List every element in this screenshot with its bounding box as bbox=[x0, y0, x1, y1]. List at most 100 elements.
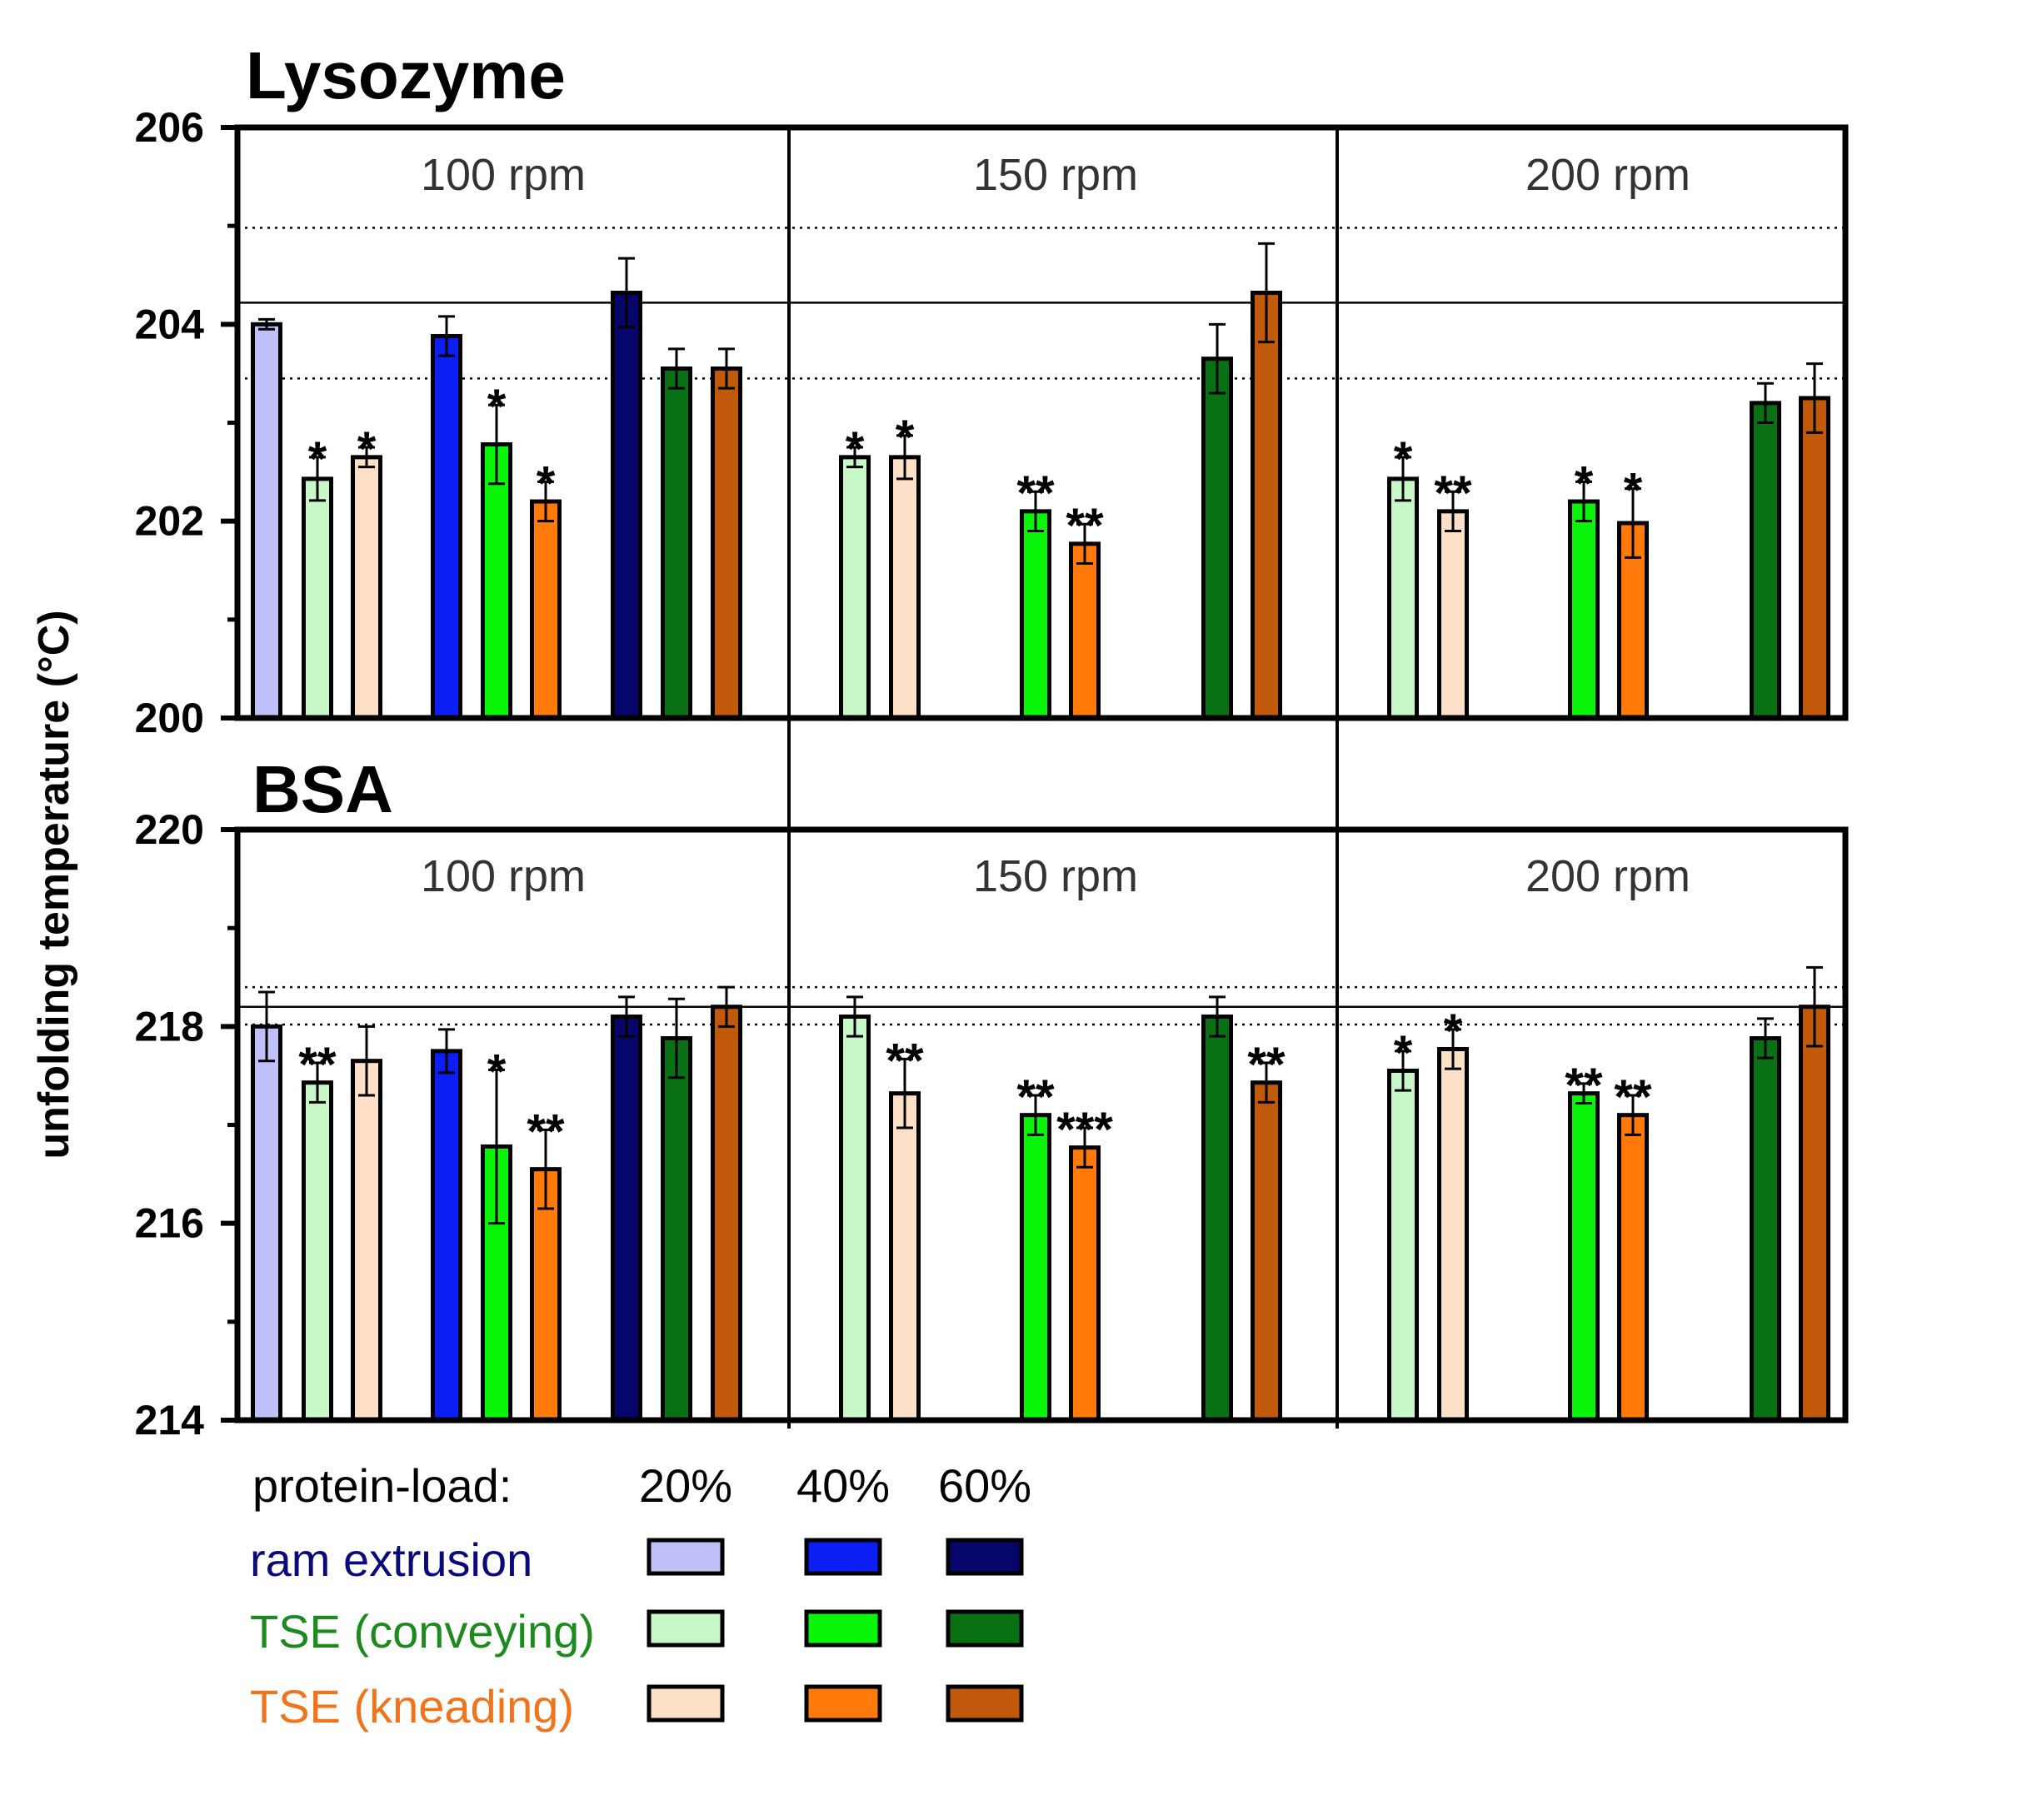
bar-100-rpm-tse-conveying-20-significance: * bbox=[308, 432, 327, 486]
bar-200-rpm-tse-kneading-20 bbox=[1437, 509, 1469, 721]
bar-100-rpm-tse-conveying-40-significance: * bbox=[487, 380, 507, 434]
bar-200-rpm-tse-conveying-40-significance: * bbox=[1575, 456, 1594, 511]
bar-200-rpm-tse-conveying-20 bbox=[1387, 1069, 1419, 1423]
bar-100-rpm-tse-conveying-20 bbox=[302, 476, 333, 721]
y-tick-label-220: 220 bbox=[135, 806, 204, 853]
bar-100-rpm-tse-kneading-60 bbox=[711, 1005, 742, 1423]
bar-100-rpm-tse-kneading-40 bbox=[530, 499, 562, 721]
bar-100-rpm-tse-conveying-20-significance: ** bbox=[298, 1038, 337, 1092]
bar-100-rpm-tse-conveying-60 bbox=[661, 366, 692, 721]
y-tick-label-204: 204 bbox=[135, 301, 205, 347]
bar-150-rpm-tse-kneading-40 bbox=[1069, 541, 1101, 721]
bar-100-rpm-tse-conveying-20 bbox=[302, 1080, 333, 1423]
bar-200-rpm-tse-conveying-20-significance: * bbox=[1394, 1026, 1413, 1080]
bar-150-rpm-tse-conveying-60 bbox=[1201, 1015, 1233, 1423]
legend-label-ram-extrusion: ram extrusion bbox=[250, 1533, 532, 1586]
bar-150-rpm-tse-kneading-20 bbox=[889, 455, 921, 721]
bar-150-rpm-tse-conveying-20 bbox=[839, 1015, 871, 1423]
legend-swatch-tse-kneading-20 bbox=[647, 1684, 725, 1723]
bar-150-rpm-tse-conveying-60 bbox=[1201, 357, 1233, 721]
bar-150-rpm-tse-kneading-40-significance: *** bbox=[1056, 1103, 1113, 1157]
bar-150-rpm-tse-kneading-20-significance: ** bbox=[886, 1034, 924, 1088]
bar-150-rpm-tse-conveying-20 bbox=[839, 455, 871, 721]
panel-label-100-rpm: 100 rpm bbox=[421, 851, 586, 901]
bar-100-rpm-ram-extrusion-60 bbox=[611, 291, 642, 721]
bar-100-rpm-tse-kneading-20 bbox=[351, 1059, 382, 1423]
bar-100-rpm-tse-kneading-40-significance: ** bbox=[527, 1104, 565, 1159]
bar-150-rpm-tse-kneading-20-significance: * bbox=[896, 411, 915, 465]
legend-load-20: 20% bbox=[639, 1459, 732, 1512]
legend-swatch-tse-conveying-60 bbox=[946, 1609, 1024, 1648]
panel-label-200-rpm: 200 rpm bbox=[1525, 150, 1690, 200]
legend-label-tse-kneading: TSE (kneading) bbox=[250, 1680, 574, 1733]
y-axis-label: unfolding temperature (°C) bbox=[30, 610, 78, 1159]
bar-150-rpm-tse-kneading-40 bbox=[1069, 1145, 1101, 1423]
legend-swatch-ram-extrusion-40 bbox=[804, 1538, 882, 1576]
y-tick-label-206: 206 bbox=[135, 104, 204, 151]
bar-200-rpm-tse-kneading-20-significance: ** bbox=[1434, 466, 1472, 521]
bar-200-rpm-tse-kneading-40 bbox=[1617, 1113, 1649, 1423]
legend-load-40: 40% bbox=[796, 1459, 890, 1512]
bar-150-rpm-tse-kneading-60 bbox=[1251, 291, 1282, 721]
bar-100-rpm-tse-conveying-40 bbox=[481, 441, 512, 721]
bar-150-rpm-tse-conveying-40 bbox=[1020, 1113, 1051, 1423]
legend-swatch-ram-extrusion-20 bbox=[647, 1538, 725, 1576]
bar-150-rpm-tse-kneading-40-significance: ** bbox=[1066, 499, 1104, 553]
panel-label-100-rpm: 100 rpm bbox=[421, 150, 586, 200]
legend-title: protein-load: bbox=[252, 1459, 512, 1512]
bar-150-rpm-tse-kneading-60-significance: ** bbox=[1247, 1038, 1286, 1092]
panel-label-150-rpm: 150 rpm bbox=[973, 851, 1138, 901]
y-tick-label-218: 218 bbox=[135, 1003, 204, 1050]
panel-label-200-rpm: 200 rpm bbox=[1525, 851, 1690, 901]
bar-100-rpm-ram-extrusion-40 bbox=[431, 334, 462, 721]
bar-200-rpm-tse-conveying-60 bbox=[1750, 401, 1781, 721]
bar-100-rpm-tse-conveying-60 bbox=[661, 1036, 692, 1423]
bar-200-rpm-tse-conveying-40 bbox=[1568, 499, 1600, 721]
chart-title: BSA bbox=[252, 752, 393, 826]
y-tick-label-200: 200 bbox=[135, 695, 204, 741]
bar-200-rpm-tse-kneading-60 bbox=[1799, 1005, 1830, 1423]
bar-100-rpm-tse-kneading-20 bbox=[351, 455, 382, 721]
chart-title: Lysozyme bbox=[246, 38, 566, 112]
bar-100-rpm-tse-kneading-20-significance: * bbox=[357, 422, 377, 476]
bar-100-rpm-ram-extrusion-40 bbox=[431, 1049, 462, 1423]
bar-200-rpm-tse-kneading-60 bbox=[1799, 396, 1830, 721]
bar-200-rpm-tse-conveying-60 bbox=[1750, 1036, 1781, 1423]
legend-swatch-tse-conveying-20 bbox=[647, 1609, 725, 1648]
bar-150-rpm-tse-kneading-60 bbox=[1251, 1080, 1282, 1423]
bar-150-rpm-tse-conveying-40-significance: ** bbox=[1016, 1070, 1055, 1124]
bar-200-rpm-tse-conveying-40-significance: ** bbox=[1565, 1059, 1603, 1113]
bar-200-rpm-tse-kneading-20 bbox=[1437, 1047, 1469, 1423]
bar-200-rpm-tse-conveying-40 bbox=[1568, 1091, 1600, 1423]
legend-swatch-ram-extrusion-60 bbox=[946, 1538, 1024, 1576]
legend-label-tse-conveying: TSE (conveying) bbox=[250, 1605, 595, 1658]
panel-label-150-rpm: 150 rpm bbox=[973, 150, 1138, 200]
bar-150-rpm-tse-conveying-40-significance: ** bbox=[1016, 466, 1055, 521]
bar-100-rpm-tse-conveying-40-significance: * bbox=[487, 1045, 507, 1099]
bar-200-rpm-tse-conveying-20-significance: * bbox=[1394, 432, 1413, 486]
bar-100-rpm-tse-kneading-40-significance: * bbox=[537, 456, 556, 511]
bar-150-rpm-tse-conveying-20-significance: * bbox=[846, 422, 865, 476]
y-tick-label-216: 216 bbox=[135, 1200, 204, 1247]
legend-swatch-tse-conveying-40 bbox=[804, 1609, 882, 1648]
y-tick-label-214: 214 bbox=[135, 1397, 205, 1444]
y-tick-label-202: 202 bbox=[135, 498, 204, 545]
legend-swatch-tse-kneading-40 bbox=[804, 1684, 882, 1723]
bar-200-rpm-tse-kneading-20-significance: * bbox=[1444, 1005, 1463, 1059]
bar-100-rpm-ram-extrusion-20 bbox=[251, 1024, 282, 1423]
bar-200-rpm-tse-kneading-40-significance: * bbox=[1624, 464, 1643, 518]
panel-dividers bbox=[787, 127, 1339, 1429]
legend: protein-load: 20% 40% 60% ram extrusion TSE (… bbox=[250, 1459, 1031, 1733]
bar-100-rpm-tse-kneading-60 bbox=[711, 366, 742, 721]
bar-150-rpm-tse-conveying-40 bbox=[1020, 509, 1051, 721]
legend-swatch-tse-kneading-60 bbox=[946, 1684, 1024, 1723]
bar-150-rpm-tse-kneading-20 bbox=[889, 1091, 921, 1423]
bar-200-rpm-tse-conveying-20 bbox=[1387, 476, 1419, 721]
bar-100-rpm-ram-extrusion-20 bbox=[251, 322, 282, 721]
legend-load-60: 60% bbox=[938, 1459, 1031, 1512]
bar-100-rpm-ram-extrusion-60 bbox=[611, 1015, 642, 1423]
bar-200-rpm-tse-kneading-40-significance: ** bbox=[1614, 1070, 1652, 1124]
